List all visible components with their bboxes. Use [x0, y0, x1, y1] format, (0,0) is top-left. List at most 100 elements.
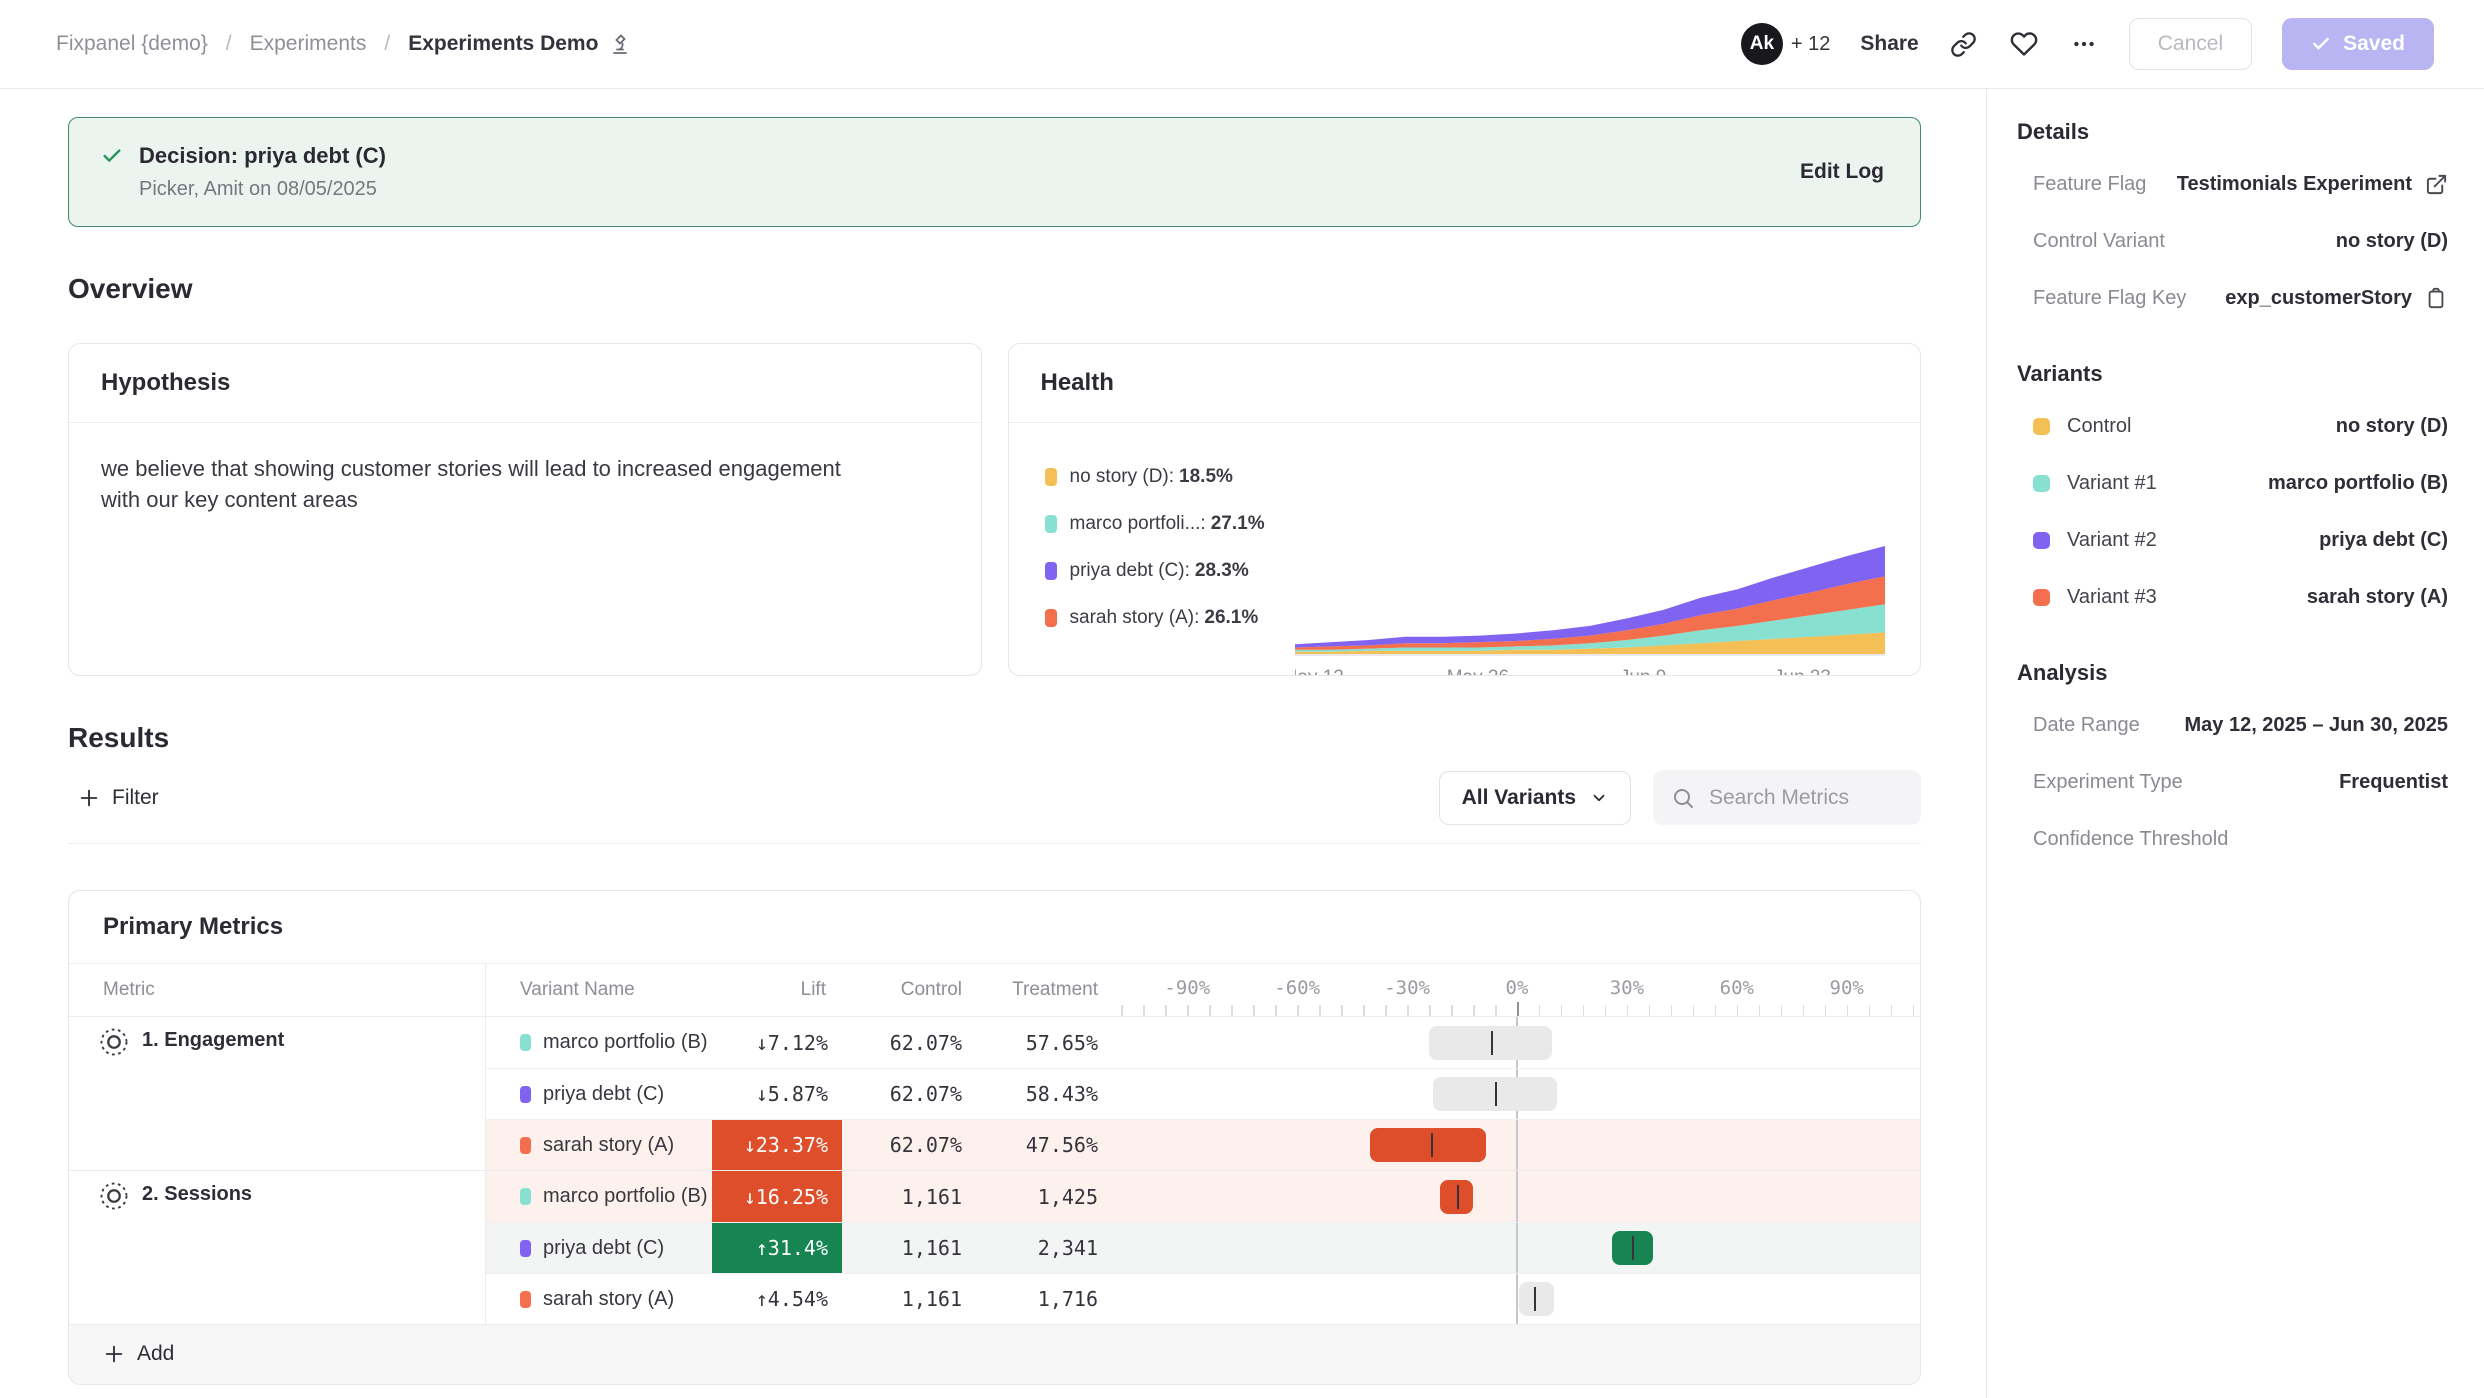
minor-tick [1429, 1005, 1431, 1016]
table-row[interactable]: sarah story (A) ↓23.37% 62.07% 47.56% [486, 1119, 1920, 1170]
share-button[interactable]: Share [1860, 32, 1919, 55]
zero-line [1516, 1120, 1518, 1170]
plus-icon [80, 789, 98, 806]
sidebar-value-text: Testimonials Experiment [2176, 172, 2412, 195]
treatment-value: 57.65% [1025, 1030, 1098, 1055]
sidebar-row-value: Frequentist [2339, 771, 2448, 794]
lift-marker [1533, 1287, 1536, 1311]
minor-tick [1319, 1005, 1321, 1016]
analysis-heading: Analysis [2017, 660, 2108, 685]
variant-row: Variant #2 priya debt (C) [2017, 527, 2448, 553]
breadcrumb-project[interactable]: Fixpanel {demo} [56, 32, 208, 55]
legend-item: marco portfoli...: 27.1% [1044, 510, 1295, 538]
variant-label: sarah story (A) [543, 1133, 675, 1156]
sidebar-value-text: no story (D) [2335, 229, 2448, 252]
area-series [1294, 546, 1885, 648]
avatar[interactable]: Ak [1740, 23, 1783, 65]
control-value: 1,161 [901, 1236, 962, 1260]
minor-tick [1143, 1005, 1145, 1016]
table-row[interactable]: sarah story (A) ↑4.54% 1,161 1,716 [486, 1273, 1920, 1324]
results-heading: Results [68, 722, 170, 753]
saved-label: Saved [2343, 32, 2405, 55]
external-link-icon[interactable] [2424, 172, 2448, 196]
add-metric-button[interactable]: Add [69, 1324, 1920, 1384]
variants-dropdown[interactable]: All Variants [1438, 770, 1631, 825]
table-row[interactable]: priya debt (C) ↑31.4% 1,161 2,341 [486, 1222, 1920, 1273]
search-metrics-box[interactable] [1653, 770, 1921, 825]
variant-label: marco portfolio (B) [543, 1031, 708, 1053]
x-axis-label: May 12 [1295, 667, 1344, 676]
column-treatment: Treatment [1012, 979, 1098, 1000]
search-icon [1674, 788, 1693, 808]
minor-tick [1363, 1005, 1365, 1016]
zero-line [1516, 1223, 1518, 1273]
variant-color-swatch [2033, 417, 2050, 435]
health-area-chart: May 12 May 26 Jun 9 Jun 23 [1281, 461, 1885, 676]
details-heading: Details [2017, 119, 2090, 144]
collaborators[interactable]: Ak + 12 [1740, 23, 1830, 65]
hypothesis-body: we believe that showing customer stories… [101, 456, 841, 513]
axis-tick-label: -30% [1384, 977, 1430, 999]
minor-tick [1868, 1005, 1871, 1016]
sidebar-row-value: no story (D) [2336, 230, 2448, 253]
variant-name-cell: sarah story (A) [486, 1274, 712, 1324]
breadcrumb-current[interactable]: Experiments Demo [408, 32, 632, 56]
confidence-interval-bar [1432, 1077, 1558, 1111]
minor-tick [1297, 1005, 1299, 1016]
confidence-interval-cell [1114, 1171, 1920, 1222]
add-label: Add [137, 1341, 175, 1365]
health-title: Health [1008, 344, 1920, 423]
variant-color-dot [520, 1188, 531, 1205]
variant-value: sarah story (A) [2306, 585, 2448, 608]
more-menu-icon[interactable] [2069, 29, 2099, 59]
copy-link-icon[interactable] [1949, 29, 1979, 59]
legend-swatch [1044, 609, 1057, 627]
favorite-heart-icon[interactable] [2009, 29, 2039, 59]
variant-label: priya debt (C) [543, 1236, 665, 1259]
control-value: 1,161 [901, 1184, 962, 1209]
minor-tick [1692, 1005, 1695, 1016]
minor-tick [1648, 1005, 1651, 1016]
minor-tick [1165, 1005, 1167, 1016]
variants-dropdown-label: All Variants [1461, 785, 1576, 809]
cancel-button[interactable]: Cancel [2128, 18, 2253, 70]
variant-color-dot [520, 1136, 531, 1154]
check-icon [101, 145, 123, 172]
metric-name: 2. Sessions [142, 1183, 253, 1205]
legend-value: 28.3% [1194, 560, 1249, 581]
sidebar-row-value: Testimonials Experiment [2177, 172, 2448, 196]
minor-tick [1758, 1005, 1761, 1016]
breadcrumb-experiments[interactable]: Experiments [249, 32, 367, 55]
minor-tick [1912, 1005, 1915, 1016]
breadcrumb-separator: / [384, 32, 391, 55]
microscope-icon [613, 34, 628, 54]
variant-label: sarah story (A) [543, 1287, 675, 1310]
variant-color-dot [520, 1034, 531, 1051]
lift-marker [1457, 1184, 1460, 1209]
table-row[interactable]: priya debt (C) ↓5.87% 62.07% 58.43% [486, 1068, 1920, 1119]
sidebar-row: Feature Flag Key exp_customerStory [2017, 285, 2448, 311]
variant-label: marco portfolio (B) [543, 1185, 708, 1207]
breadcrumb: Fixpanel {demo} / Experiments / Experime… [56, 32, 632, 56]
primary-metrics-card: Primary Metrics Metric Variant Name Lift… [68, 890, 1921, 1385]
table-row[interactable]: marco portfolio (B) ↓16.25% 1,161 1,425 [486, 1171, 1920, 1222]
table-row[interactable]: marco portfolio (B) ↓7.12% 62.07% 57.65% [486, 1017, 1920, 1068]
metric-group: 1. Engagement marco portfolio (B) ↓7.12% 62… [69, 1016, 1920, 1170]
legend-item: no story (D): 18.5% [1044, 463, 1295, 491]
add-filter-button[interactable]: Filter [68, 774, 169, 822]
minor-tick [1473, 1005, 1475, 1016]
lift-marker [1495, 1082, 1498, 1106]
search-metrics-input[interactable] [1709, 785, 1903, 810]
variant-value: no story (D) [2335, 414, 2448, 437]
minor-tick [1560, 1005, 1563, 1016]
saved-button[interactable]: Saved [2282, 18, 2434, 70]
minor-tick [1385, 1005, 1387, 1016]
minor-tick [1736, 1005, 1739, 1016]
edit-log-button[interactable]: Edit Log [1800, 160, 1884, 183]
lift-axis: -90% -60% -30% 0% 30% 60% 90% [1114, 964, 1920, 1016]
control-value: 62.07% [889, 1133, 962, 1157]
legend-value: 18.5% [1179, 466, 1233, 487]
column-metric: Metric [69, 964, 486, 1016]
copy-icon[interactable] [2424, 286, 2448, 310]
minor-tick [1451, 1005, 1453, 1016]
